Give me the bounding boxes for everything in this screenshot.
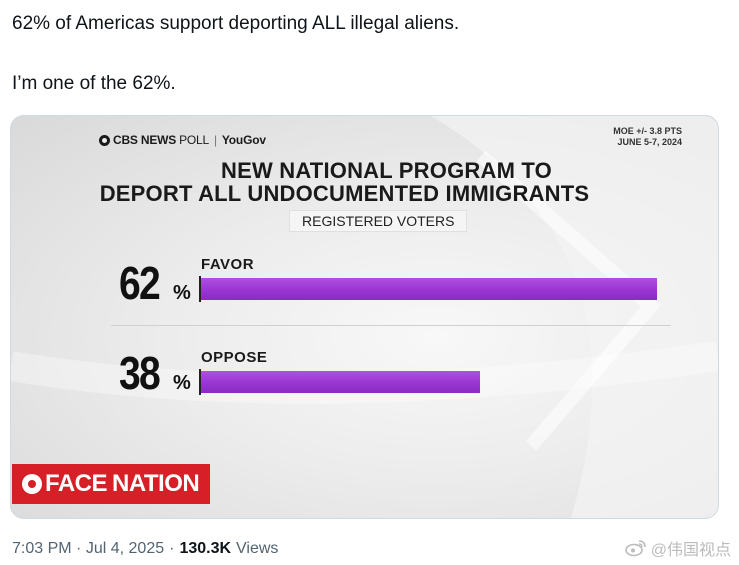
oppose-percent-sign: % — [173, 372, 191, 394]
oppose-label: OPPOSE — [201, 349, 268, 366]
oppose-bar — [201, 371, 480, 393]
tweet-text-line-2: I’m one of the 62%. — [12, 73, 176, 94]
tweet-media-image[interactable]: CBS NEWS POLL | YouGov MOE +/- 3.8 PTS J… — [10, 115, 719, 519]
weibo-watermark: @伟国视点 — [624, 536, 731, 560]
face-the-nation-logo: FACE NATION — [12, 464, 210, 504]
tweet-metadata: 7:03 PM · Jul 4, 2025 · 130.3K Views — [12, 540, 278, 558]
subtitle-registered-voters: REGISTERED VOTERS — [289, 210, 468, 232]
weibo-icon — [624, 540, 646, 557]
brand-poll: POLL — [179, 133, 209, 147]
margin-of-error: MOE +/- 3.8 PTS JUNE 5-7, 2024 — [613, 126, 682, 148]
oppose-percent: 38 — [119, 347, 161, 399]
separator-dot: · — [169, 540, 175, 557]
favor-percent: 62 — [119, 257, 161, 309]
favor-label: FAVOR — [201, 256, 255, 273]
favor-percent-sign: % — [173, 282, 191, 304]
separator-dot: · — [76, 540, 82, 557]
brand-separator: | — [213, 133, 217, 147]
tweet-text-line-1: 62% of Americas support deporting ALL il… — [12, 13, 460, 34]
views-count[interactable]: 130.3K — [179, 540, 232, 557]
row-divider — [111, 325, 671, 326]
headline-line-2: DEPORT ALL UNDOCUMENTED IMMIGRANTS — [99, 181, 590, 206]
cbs-news-brand: CBS NEWS POLL | YouGov — [99, 133, 266, 147]
oppose-bar-axis — [199, 369, 201, 395]
headline-line-1: NEW NATIONAL PROGRAM TO — [221, 158, 552, 183]
tweet-date: Jul 4, 2025 — [85, 540, 165, 557]
favor-bar-axis — [199, 276, 201, 302]
cbs-eye-icon — [99, 134, 110, 146]
cbs-eye-logo-icon — [22, 474, 42, 494]
tweet-time: 7:03 PM — [12, 540, 72, 557]
watermark-text: @伟国视点 — [650, 542, 731, 559]
brand-partner: YouGov — [221, 133, 266, 147]
moe-line-2: JUNE 5-7, 2024 — [617, 137, 682, 147]
moe-line-1: MOE +/- 3.8 PTS — [613, 126, 682, 136]
tweet-timestamp[interactable]: 7:03 PM · Jul 4, 2025 — [12, 540, 164, 558]
favor-bar — [201, 278, 657, 300]
logo-face: FACE — [45, 470, 108, 497]
logo-nation: NATION — [112, 470, 200, 497]
brand-network: CBS NEWS — [113, 133, 177, 147]
views-label: Views — [236, 540, 279, 557]
